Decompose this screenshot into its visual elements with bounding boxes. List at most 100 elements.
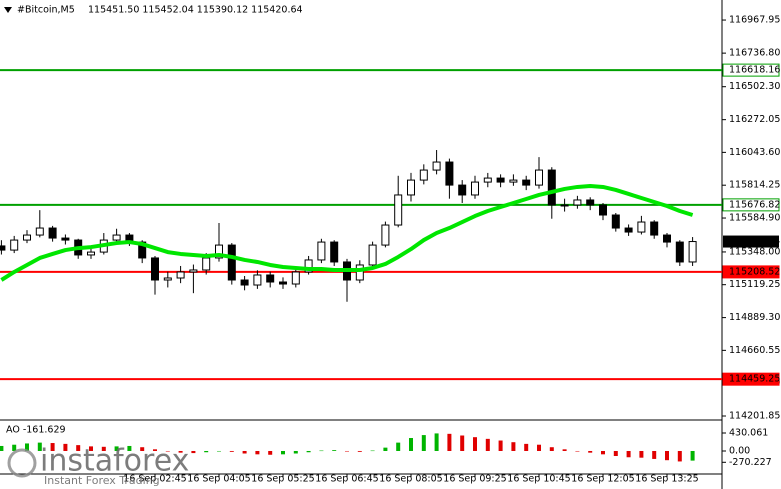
candle-body xyxy=(61,237,70,241)
ao-bar xyxy=(575,450,580,452)
candle-body xyxy=(10,239,19,251)
menu-arrow xyxy=(4,7,12,13)
candle-body xyxy=(189,269,198,273)
current-price-box xyxy=(723,235,779,248)
ao-label: AO -161.629 xyxy=(6,425,66,436)
ao-bar xyxy=(0,445,4,451)
x-tick-label: 16 Sep 12:05 xyxy=(571,474,634,485)
candle-body xyxy=(624,227,633,233)
watermark-slogan: Instant Forex Trading xyxy=(44,474,160,487)
ao-bar xyxy=(345,450,349,452)
candle-body xyxy=(573,199,582,206)
candle-body xyxy=(151,257,159,281)
ao-bar xyxy=(460,435,465,451)
ao-bar xyxy=(537,444,541,451)
ao-bar xyxy=(370,450,375,452)
candle-body xyxy=(675,241,684,263)
ao-bar xyxy=(690,450,695,461)
candle-body xyxy=(112,234,121,241)
ao-bar xyxy=(153,449,157,451)
y-tick-label: 115119.25 xyxy=(729,279,780,290)
level-label: 116618.16 xyxy=(729,65,780,76)
ao-tick-label: 0.00 xyxy=(729,445,750,456)
y-tick-label: 115814.25 xyxy=(729,180,780,191)
candle-body xyxy=(87,251,95,256)
symbol-title: #Bitcoin,M5 xyxy=(17,5,75,16)
ao-bar xyxy=(434,433,439,451)
ao-bar xyxy=(601,450,605,455)
ao-bar xyxy=(652,450,657,459)
ao-bar xyxy=(63,443,68,451)
candle-body xyxy=(650,221,659,236)
ao-bar xyxy=(89,446,93,451)
candle-body xyxy=(240,279,249,286)
candle-body xyxy=(202,257,211,271)
candle-body xyxy=(407,179,415,196)
ao-bar xyxy=(140,447,145,451)
ao-bar xyxy=(281,450,285,455)
x-tick-label: 16 Sep 04:05 xyxy=(187,474,250,485)
ao-bar xyxy=(357,450,362,452)
y-tick-label: 116502.30 xyxy=(729,81,780,92)
ao-tick-label: 430.061 xyxy=(729,427,768,438)
candle-body xyxy=(535,169,543,186)
x-tick-label: 16 Sep 09:25 xyxy=(443,474,506,485)
y-tick-label: 114201.85 xyxy=(729,411,780,422)
ao-bar xyxy=(76,445,81,451)
ao-bar xyxy=(25,443,29,451)
ao-bar xyxy=(524,443,529,451)
candle-body xyxy=(611,214,620,229)
x-tick-label: 16 Sep 08:05 xyxy=(379,474,442,485)
level-label: 115676.82 xyxy=(729,199,780,210)
ao-bar xyxy=(242,450,247,454)
candle-body xyxy=(227,244,236,281)
ao-bar xyxy=(396,442,401,451)
watermark-brand: instaforex xyxy=(40,444,189,479)
ao-bar xyxy=(178,450,183,453)
candle-body xyxy=(688,241,697,263)
ao-bar xyxy=(191,450,196,454)
ao-bar xyxy=(485,438,490,451)
ao-bar xyxy=(165,450,170,452)
candle-body xyxy=(637,221,646,233)
y-tick-label: 116043.60 xyxy=(729,147,780,158)
ao-tick-label: -270.227 xyxy=(729,457,772,468)
ao-bar xyxy=(665,450,669,461)
y-tick-label: 116272.05 xyxy=(729,114,780,125)
candle-body xyxy=(304,259,313,273)
candle-body xyxy=(163,277,172,281)
candle-body xyxy=(471,181,479,196)
candle-body xyxy=(381,224,390,246)
ao-bar xyxy=(255,450,260,455)
x-tick-label: 16 Sep 02:45 xyxy=(123,474,186,485)
candle-body xyxy=(23,234,31,241)
y-tick-label: 115584.90 xyxy=(729,213,780,224)
ao-bar xyxy=(204,450,209,453)
candle-body xyxy=(547,169,556,206)
ao-bar xyxy=(332,450,337,451)
ao-bar xyxy=(409,438,413,451)
candle-body xyxy=(586,199,595,206)
x-tick-label: 16 Sep 10:45 xyxy=(507,474,570,485)
ao-bar xyxy=(511,442,516,451)
ao-bar xyxy=(626,450,631,458)
ao-bar xyxy=(562,449,567,451)
level-label-box xyxy=(722,265,780,279)
ao-bar xyxy=(498,440,503,451)
candle-body xyxy=(330,241,339,263)
current-price-label: 115420.64 xyxy=(729,236,780,247)
ao-bar xyxy=(473,437,477,451)
ohlc-header: 115451.50 115452.04 115390.12 115420.64 xyxy=(88,5,303,16)
level-label-box xyxy=(722,198,780,212)
candle-body xyxy=(0,245,6,251)
ao-bar xyxy=(588,450,593,453)
level-label: 114459.25 xyxy=(729,374,780,385)
candle-body xyxy=(291,271,300,285)
candle-body xyxy=(663,234,671,243)
candle-body xyxy=(176,271,185,279)
y-tick-label: 116967.95 xyxy=(729,15,780,26)
ao-bar xyxy=(613,450,618,457)
ao-bar xyxy=(306,450,311,453)
y-tick-label: 114889.30 xyxy=(729,312,780,323)
